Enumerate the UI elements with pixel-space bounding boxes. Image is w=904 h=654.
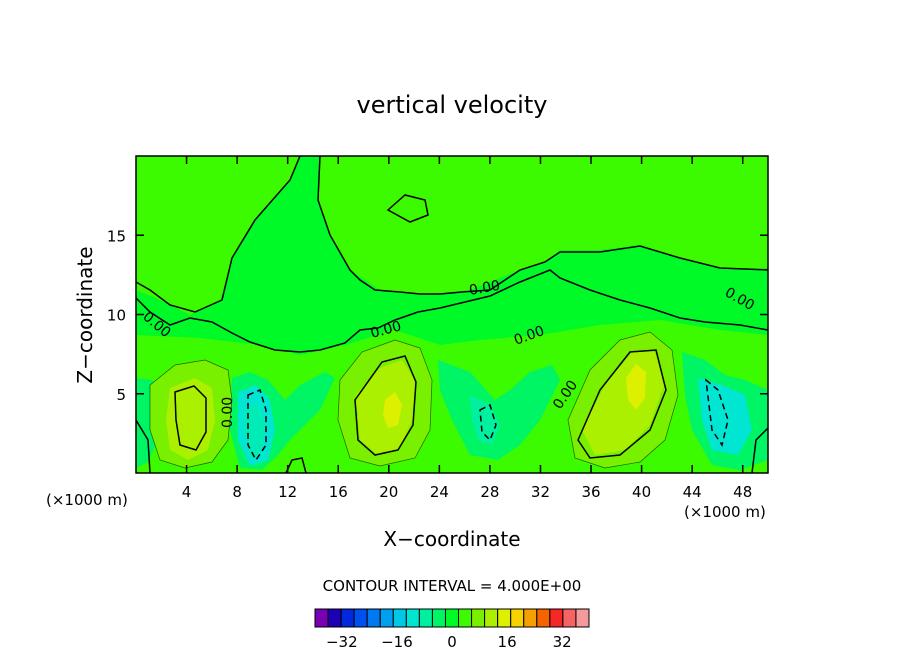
contour-negative [247, 378, 729, 462]
y-tick-label: 5 [116, 386, 126, 404]
colorbar-tick-label: 32 [553, 633, 572, 651]
colorbar-swatch [431, 608, 446, 628]
colorbar-tick-label: 16 [498, 633, 517, 651]
x-tick-label: 16 [329, 483, 348, 501]
y-axis-label: Z−coordinate [73, 246, 97, 383]
x-tick-label: 44 [683, 483, 702, 501]
x-unit-right: (×1000 m) [684, 503, 766, 521]
contour-zero-upper [136, 269, 768, 353]
contour-zero-cell1 [174, 385, 207, 451]
x-tick-label: 32 [531, 483, 550, 501]
contour-label: 0.00 [468, 278, 501, 299]
contour-label: 0.00 [369, 318, 403, 342]
x-tick-label: 8 [232, 483, 242, 501]
colorbar-swatch [353, 608, 368, 628]
colorbar-swatch [510, 608, 525, 628]
contour-label: 0.00 [220, 397, 236, 428]
contour-neg-1 [247, 388, 267, 462]
colorbar-swatch [366, 608, 381, 628]
downdraft-core-3 [698, 378, 752, 455]
y-tick-label: 10 [107, 307, 126, 325]
contour-zero-cell2 [354, 355, 417, 456]
x-tick-label: 40 [632, 483, 651, 501]
colorbar-swatch [379, 608, 394, 628]
contour-levels-thin [149, 331, 679, 469]
contour-zero-upper-3 [136, 156, 301, 313]
contour-zero-bottom [136, 419, 151, 473]
x-tick-label: 4 [182, 483, 192, 501]
updraft-cell-2-level3 [383, 392, 402, 428]
chart-title: vertical velocity [357, 91, 548, 119]
x-tick-label: 36 [581, 483, 600, 501]
downdraft-inner-1 [244, 402, 266, 458]
colorbar-swatch [471, 608, 486, 628]
x-tick-label: 24 [430, 483, 449, 501]
colorbar-swatch [327, 608, 342, 628]
contour-neg-3 [705, 378, 729, 447]
x-tick-label: 48 [733, 483, 752, 501]
colorbar-swatch [575, 608, 590, 628]
contour-zero-bottom-2 [285, 457, 307, 473]
colorbar-swatch [523, 608, 538, 628]
contour-zero-bottom-3 [751, 427, 768, 473]
field-upper-left [136, 156, 300, 315]
x-axis-label: X−coordinate [383, 527, 520, 551]
contour-neg-2 [479, 403, 497, 442]
colorbar-swatch [314, 608, 329, 628]
x-tick-label: 12 [278, 483, 297, 501]
contour-thin-cell1 [149, 359, 233, 469]
colorbar-swatch [536, 608, 551, 628]
updraft-cell-1-level3 [178, 392, 204, 448]
colorbar [314, 608, 590, 628]
x-unit-left: (×1000 m) [46, 491, 128, 509]
x-axis-ticks: 4 8 12 16 20 24 28 32 36 40 44 48 [182, 156, 752, 501]
contour-zero-upper-2 [317, 156, 768, 295]
y-axis-ticks: 5 10 15 [107, 227, 768, 404]
colorbar-swatch [444, 608, 460, 628]
plot-area [136, 156, 768, 473]
contour-thin-cell2 [337, 339, 433, 467]
colorbar-tick-labels: −32 −16 0 16 32 [326, 633, 572, 651]
downdraft-region-2 [438, 360, 560, 460]
contour-interval-text: CONTOUR INTERVAL = 4.000E+00 [323, 577, 582, 595]
colorbar-swatch [549, 608, 564, 628]
colorbar-swatch [418, 608, 433, 628]
colorbar-swatch [405, 608, 420, 628]
x-tick-label: 28 [480, 483, 499, 501]
contour-small-blob [386, 194, 429, 223]
x-tick-label: 20 [379, 483, 398, 501]
contour-lines [136, 156, 768, 473]
y-tick-label: 15 [107, 227, 126, 245]
colorbar-tick-label: −16 [381, 633, 413, 651]
colorbar-swatch [340, 608, 355, 628]
colorbar-swatch [458, 608, 473, 628]
colorbar-swatch [484, 608, 499, 628]
colorbar-swatch [392, 608, 407, 628]
contour-zero-cell3 [577, 349, 667, 459]
updraft-cell-3-level3 [626, 364, 646, 410]
colorbar-tick-label: −32 [326, 633, 358, 651]
contour-thin-cell3 [567, 331, 679, 469]
field-upper-positive [136, 156, 768, 295]
colorbar-swatch [497, 608, 512, 628]
colorbar-swatch [562, 608, 577, 628]
colorbar-tick-label: 0 [447, 633, 457, 651]
